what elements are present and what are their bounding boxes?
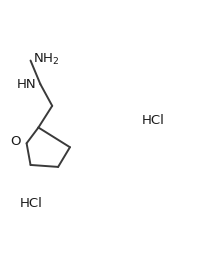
- Text: NH$_2$: NH$_2$: [33, 52, 59, 67]
- Text: HN: HN: [17, 78, 36, 91]
- Text: HCl: HCl: [142, 114, 165, 127]
- Text: HCl: HCl: [20, 197, 43, 210]
- Text: O: O: [10, 135, 21, 148]
